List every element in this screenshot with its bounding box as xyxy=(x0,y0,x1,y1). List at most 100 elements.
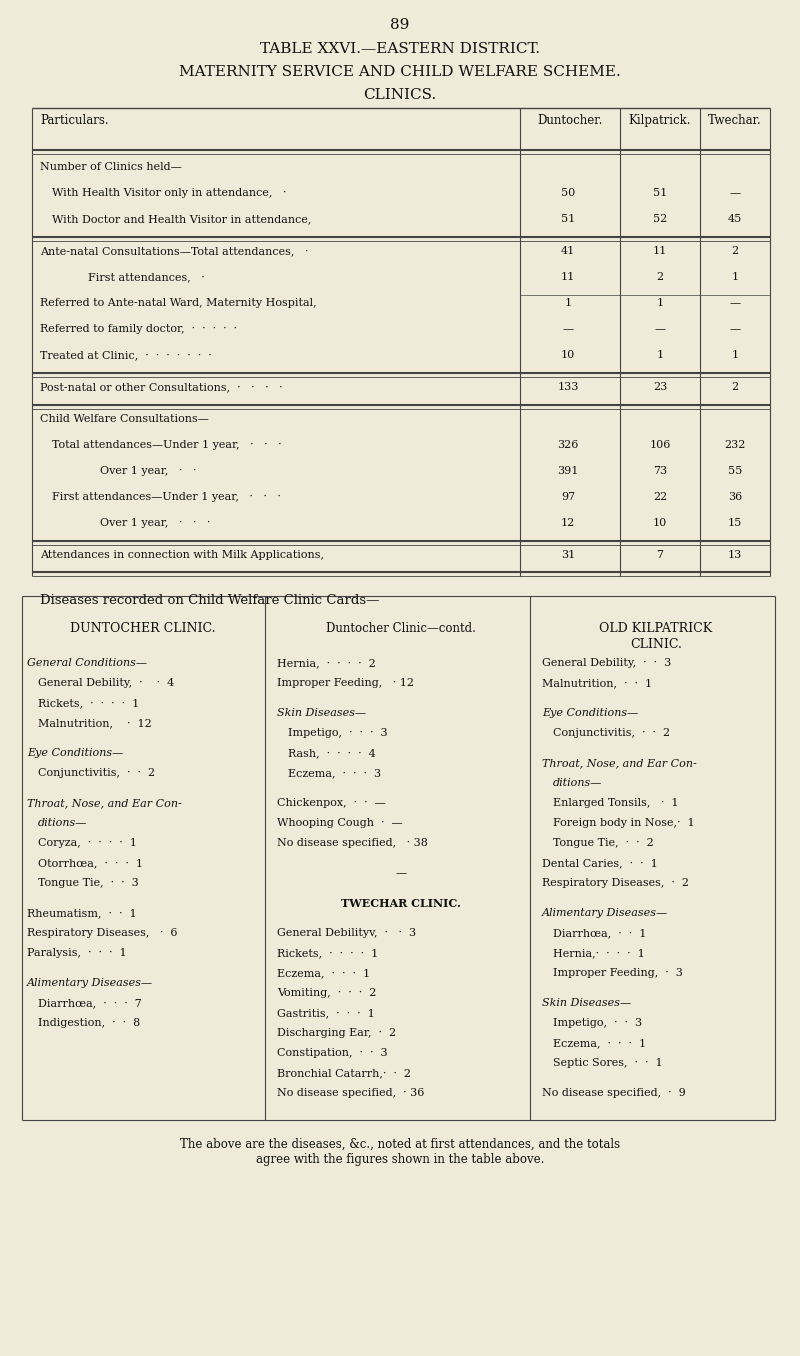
Text: Eczema,  ·  ·  ·  1: Eczema, · · · 1 xyxy=(277,968,370,978)
Text: TWECHAR CLINIC.: TWECHAR CLINIC. xyxy=(341,898,461,909)
Text: ditions—: ditions— xyxy=(38,818,87,829)
Text: Referred to Ante-natal Ward, Maternity Hospital,: Referred to Ante-natal Ward, Maternity H… xyxy=(40,298,317,308)
Text: 232: 232 xyxy=(724,439,746,450)
Text: Rickets,  ·  ·  ·  ·  1: Rickets, · · · · 1 xyxy=(38,698,139,708)
Text: Septic Sores,  ·  ·  1: Septic Sores, · · 1 xyxy=(553,1058,662,1069)
Text: 51: 51 xyxy=(653,188,667,198)
Text: General Debility,  ·    ·  4: General Debility, · · 4 xyxy=(38,678,174,687)
Text: DUNTOCHER CLINIC.: DUNTOCHER CLINIC. xyxy=(70,622,216,635)
Text: 2: 2 xyxy=(657,273,663,282)
Text: Rash,  ·  ·  ·  ·  4: Rash, · · · · 4 xyxy=(288,749,376,758)
Text: Hernia,  ·  ·  ·  ·  2: Hernia, · · · · 2 xyxy=(277,658,376,669)
Text: 391: 391 xyxy=(558,466,578,476)
Text: Discharging Ear,  ·  2: Discharging Ear, · 2 xyxy=(277,1028,396,1037)
Text: OLD KILPATRICK: OLD KILPATRICK xyxy=(599,622,713,635)
Text: 133: 133 xyxy=(558,382,578,392)
Text: 13: 13 xyxy=(728,551,742,560)
Text: No disease specified,   · 38: No disease specified, · 38 xyxy=(277,838,428,848)
Text: 1: 1 xyxy=(657,298,663,308)
Text: —: — xyxy=(730,298,741,308)
Text: 1: 1 xyxy=(657,350,663,359)
Text: Dental Caries,  ·  ·  1: Dental Caries, · · 1 xyxy=(542,858,658,868)
Text: 1: 1 xyxy=(731,350,738,359)
Text: Throat, Nose, and Ear Con-: Throat, Nose, and Ear Con- xyxy=(542,758,697,767)
Text: General Conditions—: General Conditions— xyxy=(27,658,147,669)
Text: Chickenpox,  ·  ·  —: Chickenpox, · · — xyxy=(277,797,386,808)
Text: Throat, Nose, and Ear Con-: Throat, Nose, and Ear Con- xyxy=(27,797,182,808)
Text: —: — xyxy=(562,324,574,334)
Text: Conjunctivitis,  ·  ·  2: Conjunctivitis, · · 2 xyxy=(38,767,155,778)
Text: Bronchial Catarrh,·  ·  2: Bronchial Catarrh,· · 2 xyxy=(277,1069,411,1078)
Text: Tongue Tie,  ·  ·  3: Tongue Tie, · · 3 xyxy=(38,877,138,888)
Text: Improper Feeding,   · 12: Improper Feeding, · 12 xyxy=(277,678,414,687)
Text: Treated at Clinic,  ·  ·  ·  ·  ·  ·  ·: Treated at Clinic, · · · · · · · xyxy=(40,350,212,359)
Text: 10: 10 xyxy=(653,518,667,527)
Text: Rheumatism,  ·  ·  1: Rheumatism, · · 1 xyxy=(27,909,137,918)
Text: 2: 2 xyxy=(731,382,738,392)
Text: Post-natal or other Consultations,  ·   ·   ·   ·: Post-natal or other Consultations, · · ·… xyxy=(40,382,282,392)
Text: 7: 7 xyxy=(657,551,663,560)
Text: 73: 73 xyxy=(653,466,667,476)
Text: Eye Conditions—: Eye Conditions— xyxy=(27,749,123,758)
Text: Kilpatrick.: Kilpatrick. xyxy=(629,114,691,127)
Text: Rickets,  ·  ·  ·  ·  1: Rickets, · · · · 1 xyxy=(277,948,378,957)
Text: Attendances in connection with Milk Applications,: Attendances in connection with Milk Appl… xyxy=(40,551,324,560)
Text: 106: 106 xyxy=(650,439,670,450)
Text: General Debility,  ·  ·  3: General Debility, · · 3 xyxy=(542,658,671,669)
Text: 15: 15 xyxy=(728,518,742,527)
Text: 36: 36 xyxy=(728,492,742,502)
Text: No disease specified,  ·  9: No disease specified, · 9 xyxy=(542,1088,686,1098)
Text: Over 1 year,   ·   ·   ·: Over 1 year, · · · xyxy=(100,518,210,527)
Text: Duntocher Clinic—contd.: Duntocher Clinic—contd. xyxy=(326,622,476,635)
Text: First attendances—Under 1 year,   ·   ·   ·: First attendances—Under 1 year, · · · xyxy=(52,492,281,502)
Text: 11: 11 xyxy=(653,245,667,256)
Text: 97: 97 xyxy=(561,492,575,502)
Text: 1: 1 xyxy=(731,273,738,282)
Text: 1: 1 xyxy=(565,298,571,308)
Text: 50: 50 xyxy=(561,188,575,198)
Text: TABLE XXVI.—EASTERN DISTRICT.: TABLE XXVI.—EASTERN DISTRICT. xyxy=(260,42,540,56)
Text: Diseases recorded on Child Welfare Clinic Cards—: Diseases recorded on Child Welfare Clini… xyxy=(40,594,379,607)
Text: —: — xyxy=(654,324,666,334)
Text: First attendances,   ·: First attendances, · xyxy=(88,273,205,282)
Text: Diarrhœa,  ·  ·  1: Diarrhœa, · · 1 xyxy=(553,928,646,938)
Text: Duntocher.: Duntocher. xyxy=(538,114,602,127)
Text: Eye Conditions—: Eye Conditions— xyxy=(542,708,638,717)
Text: —: — xyxy=(730,188,741,198)
Text: 31: 31 xyxy=(561,551,575,560)
Text: 41: 41 xyxy=(561,245,575,256)
Text: Enlarged Tonsils,   ·  1: Enlarged Tonsils, · 1 xyxy=(553,797,678,808)
Text: Indigestion,  ·  ·  8: Indigestion, · · 8 xyxy=(38,1018,140,1028)
Text: 10: 10 xyxy=(561,350,575,359)
Text: Referred to family doctor,  ·  ·  ·  ·  ·: Referred to family doctor, · · · · · xyxy=(40,324,237,334)
Text: Tongue Tie,  ·  ·  2: Tongue Tie, · · 2 xyxy=(553,838,654,848)
Text: Gastritis,  ·  ·  ·  1: Gastritis, · · · 1 xyxy=(277,1008,374,1018)
Text: Total attendances—Under 1 year,   ·   ·   ·: Total attendances—Under 1 year, · · · xyxy=(52,439,282,450)
Text: Improper Feeding,  ·  3: Improper Feeding, · 3 xyxy=(553,968,683,978)
Text: 12: 12 xyxy=(561,518,575,527)
Text: Malnutrition,    ·  12: Malnutrition, · 12 xyxy=(38,717,152,728)
Text: With Health Visitor only in attendance,   ·: With Health Visitor only in attendance, … xyxy=(52,188,286,198)
Text: Skin Diseases—: Skin Diseases— xyxy=(542,998,631,1008)
Text: 51: 51 xyxy=(561,214,575,224)
Text: The above are the diseases, &c., noted at first attendances, and the totals
agre: The above are the diseases, &c., noted a… xyxy=(180,1138,620,1166)
Text: 23: 23 xyxy=(653,382,667,392)
Text: Twechar.: Twechar. xyxy=(708,114,762,127)
Text: Child Welfare Consultations—: Child Welfare Consultations— xyxy=(40,414,209,424)
Text: Vomiting,  ·  ·  ·  2: Vomiting, · · · 2 xyxy=(277,989,376,998)
Text: 89: 89 xyxy=(390,18,410,33)
Text: —: — xyxy=(730,324,741,334)
Text: Constipation,  ·  ·  3: Constipation, · · 3 xyxy=(277,1048,388,1058)
Text: General Debilityv,  ·   ·  3: General Debilityv, · · 3 xyxy=(277,928,416,938)
Text: Conjunctivitis,  ·  ·  2: Conjunctivitis, · · 2 xyxy=(553,728,670,738)
Text: Coryza,  ·  ·  ·  ·  1: Coryza, · · · · 1 xyxy=(38,838,137,848)
Text: Eczema,  ·  ·  ·  1: Eczema, · · · 1 xyxy=(553,1037,646,1048)
Text: Alimentary Diseases—: Alimentary Diseases— xyxy=(542,909,668,918)
Text: Skin Diseases—: Skin Diseases— xyxy=(277,708,366,717)
Text: Respiratory Diseases,  ·  2: Respiratory Diseases, · 2 xyxy=(542,877,689,888)
Text: —: — xyxy=(395,868,406,877)
Text: Otorrhœa,  ·  ·  ·  1: Otorrhœa, · · · 1 xyxy=(38,858,143,868)
Text: No disease specified,  · 36: No disease specified, · 36 xyxy=(277,1088,424,1098)
Text: Number of Clinics held—: Number of Clinics held— xyxy=(40,161,182,172)
Text: Ante-natal Consultations—Total attendances,   ·: Ante-natal Consultations—Total attendanc… xyxy=(40,245,308,256)
